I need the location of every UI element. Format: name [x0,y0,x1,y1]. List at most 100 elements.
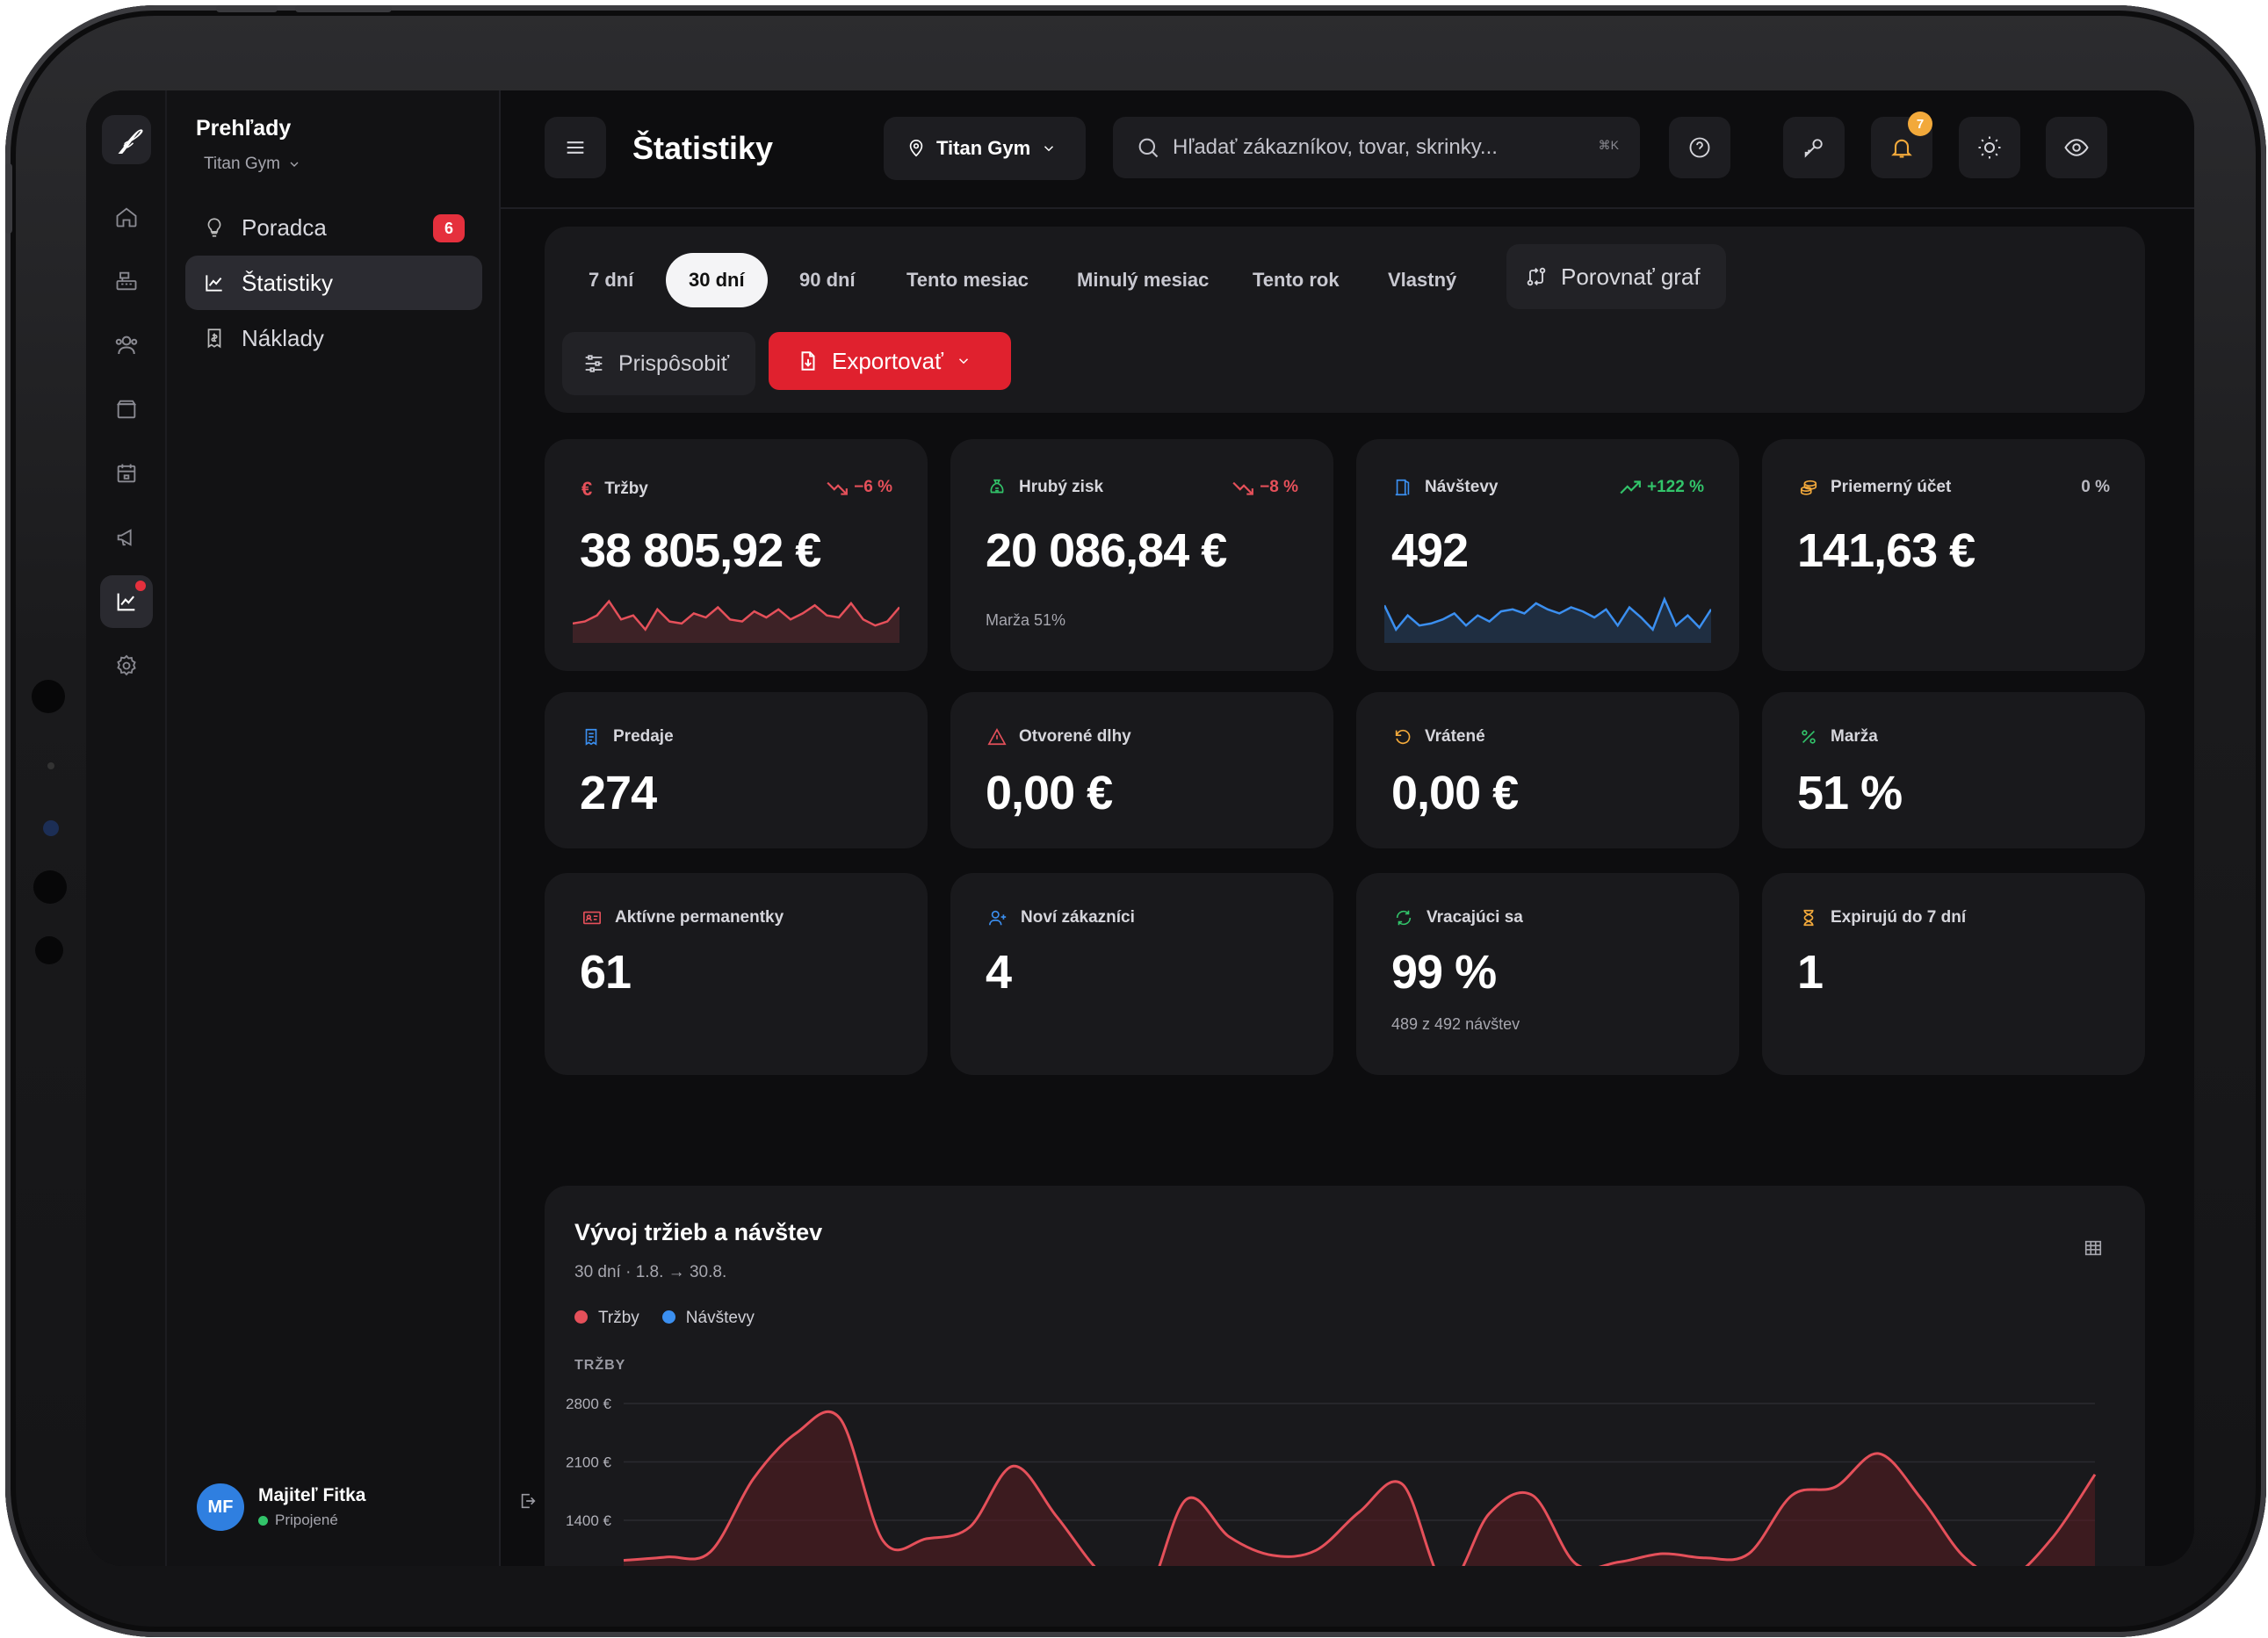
y-axis-title: TRŽBY [574,1358,626,1373]
chart-title: Vývoj tržieb a návštev [574,1219,823,1245]
sidebar-item-poradca[interactable]: Poradca 6 [185,200,482,255]
gym-selector[interactable]: Titan Gym [884,117,1086,180]
help-icon [1689,137,1710,158]
range-custom[interactable]: Vlastný [1388,269,1457,291]
card-label: € Tržby [581,478,648,501]
camera-lens [43,820,59,836]
percent-icon [1802,730,1816,744]
trend-value: 0 % [2081,478,2110,496]
door-icon [1395,479,1410,496]
card-value: 51 % [1797,767,1903,819]
menu-button[interactable] [545,117,606,178]
sensor [33,870,67,904]
users-icon[interactable] [100,319,153,372]
legend-swatch [661,1310,675,1324]
range-90-days[interactable]: 90 dní [799,269,856,291]
gym-switcher[interactable]: Titan Gym [204,155,301,174]
y-tick-label: 2800 € [566,1396,612,1412]
series-line-trzby [623,1411,2097,1566]
chart-icon[interactable] [100,575,153,628]
eye-icon [2064,139,2089,156]
key-button[interactable] [1783,117,1845,178]
card-label-text: Expirujú do 7 dní [1831,908,1967,927]
card-label: Návštevy [1393,478,1498,497]
card-label-text: Noví zákazníci [1021,908,1135,927]
card-value: 99 % [1391,946,1497,999]
card-expiruju[interactable]: Expirujú do 7 dní 1 [1762,873,2145,1075]
home-icon[interactable] [100,191,153,243]
money-bag-icon [990,479,1004,494]
euro-icon: € [581,478,593,500]
volume-button [216,5,278,12]
user-profile[interactable]: MF Majiteľ Fitka Pripojené [197,1483,365,1531]
receipt-icon [207,328,221,349]
sidebar-title: Prehľady [196,116,292,141]
card-marza[interactable]: Marža 51 % [1762,692,2145,848]
legend-swatch [574,1310,588,1324]
megaphone-icon[interactable] [100,511,153,564]
calendar-icon[interactable] [100,447,153,500]
card-label: Aktívne permanentky [581,908,784,927]
card-otvorene-dlhy[interactable]: Otvorené dlhy 0,00 € [950,692,1333,848]
count-badge: 6 [433,214,465,242]
card-value: 4 [986,946,1012,999]
logout-icon[interactable] [518,1491,538,1515]
sparkline-line [1384,596,1711,632]
undo-icon [1395,729,1411,745]
y-tick-label: 2100 € [566,1454,612,1471]
box-icon[interactable] [100,383,153,436]
compare-chart-button[interactable]: Porovnať graf [1506,244,1726,309]
export-button[interactable]: Exportovať [769,332,1011,390]
bell-icon [1891,139,1912,158]
card-subtext: 489 z 492 návštev [1391,1015,1520,1033]
export-label: Exportovať [832,347,943,374]
card-novi-zakaznici[interactable]: Noví zákazníci 4 [950,873,1333,1075]
card-label: Expirujú do 7 dní [1799,908,1966,927]
card-value: 0,00 € [986,767,1113,819]
card-hruby-zisk[interactable]: Hrubý zisk −8 % 20 086,84 € Marža 51% [950,439,1333,671]
trend-badge: −6 % [826,478,892,497]
user-status: Pripojené [258,1512,365,1529]
card-priemerny-ucet[interactable]: Priemerný účet 0 % 141,63 € [1762,439,2145,671]
range-last-month[interactable]: Minulý mesiac [1077,269,1210,291]
sparkline-line [573,599,899,631]
y-tick-label: 1400 € [566,1512,612,1529]
sidebar-item-naklady[interactable]: Náklady [185,311,482,365]
card-value: 274 [580,767,657,819]
range-7-days[interactable]: 7 dní [589,269,634,291]
legend-item-navstevy[interactable]: Návštevy [661,1309,755,1328]
card-label-text: Marža [1831,727,1878,746]
volume-button [295,5,392,12]
notifications-button[interactable]: 7 [1871,112,1932,178]
range-this-month[interactable]: Tento mesiac [906,269,1029,291]
theme-toggle-button[interactable] [1959,117,2020,178]
app-logo[interactable]: 𝒻 [102,115,151,164]
card-value: 0,00 € [1391,767,1519,819]
revenue-visits-chart: 2800 €2100 €1400 €700 € [566,1396,2097,1566]
card-vratene[interactable]: Vrátené 0,00 € [1356,692,1739,848]
chart-panel: 2800 €2100 €1400 €700 € Vývoj tržieb a n… [545,1186,2145,1566]
card-navstevy[interactable]: Návštevy +122 % 492 [1356,439,1739,671]
visibility-button[interactable] [2046,117,2107,178]
card-vracajuci-sa[interactable]: Vracajúci sa 99 % 489 z 492 návštev [1356,873,1739,1075]
online-dot [258,1515,268,1526]
legend-item-trzby[interactable]: Tržby [574,1309,639,1328]
help-button[interactable] [1669,117,1730,178]
cash-register-icon[interactable] [100,255,153,307]
settings-icon[interactable] [100,639,153,692]
card-value: 38 805,92 € [580,524,821,577]
card-aktivne-permanentky[interactable]: Aktívne permanentky 61 [545,873,928,1075]
location-pin-icon [909,140,923,157]
customize-button[interactable]: Prispôsobiť [562,332,755,395]
card-predaje[interactable]: Predaje 274 [545,692,928,848]
icon-rail: 𝒻 [86,90,167,1566]
table-view-icon[interactable] [2084,1238,2103,1262]
sparkline-area [573,601,899,643]
card-trzby[interactable]: € Tržby −6 % 38 805,92 € [545,439,928,671]
user-name: Majiteľ Fitka [258,1485,366,1505]
sidebar-item-statistiky[interactable]: Štatistiky [185,256,482,310]
range-this-year[interactable]: Tento rok [1253,269,1340,291]
sensor [32,680,65,713]
search-input[interactable]: Hľadať zákazníkov, tovar, skrinky... ⌘K [1113,117,1640,178]
range-30-days[interactable]: 30 dní [666,253,768,307]
